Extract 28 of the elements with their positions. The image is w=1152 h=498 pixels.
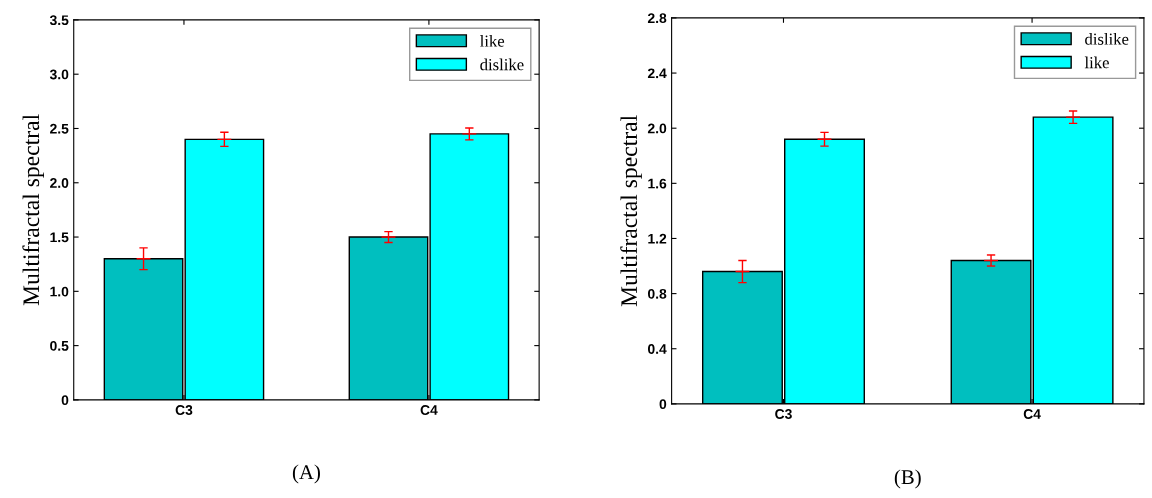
text: (A) bbox=[292, 464, 320, 484]
y-axis-title: Multifractal spectral bbox=[22, 114, 45, 306]
y-tick-label: 1.0 bbox=[50, 286, 69, 297]
y-tick-label: 0.5 bbox=[50, 340, 69, 351]
y-tick-label: 1.5 bbox=[50, 232, 69, 243]
y-tick-label: 0 bbox=[61, 395, 69, 406]
y-tick-label: 3.5 bbox=[49, 15, 69, 26]
legend-label: dislike bbox=[480, 58, 524, 71]
x-tick-label: C3 bbox=[775, 409, 792, 419]
legend-label: like bbox=[480, 35, 505, 47]
y-tick-label: 2.8 bbox=[647, 13, 667, 24]
legend-label: like bbox=[1084, 56, 1109, 69]
y-tick-label: 0 bbox=[659, 399, 667, 410]
x-tick-label: C4 bbox=[420, 405, 438, 415]
x-tick-label: C4 bbox=[1023, 409, 1041, 419]
y-tick-label: 0.8 bbox=[648, 288, 667, 299]
y-tick-label: 2.0 bbox=[50, 178, 69, 188]
y-tick-label: 2.5 bbox=[50, 123, 69, 134]
x-tick-label: C3 bbox=[175, 405, 193, 415]
y-tick-label: 1.6 bbox=[648, 178, 667, 189]
y-tick-label: 0.4 bbox=[648, 344, 667, 354]
legend-label: dislike bbox=[1085, 33, 1129, 45]
y-tick-label: 2.4 bbox=[647, 68, 667, 79]
y-tick-label: 2.0 bbox=[647, 123, 667, 134]
y-axis-title: Multifractal spectral bbox=[620, 115, 642, 307]
text: (B) bbox=[894, 469, 921, 489]
y-tick-label: 3.0 bbox=[49, 69, 69, 80]
y-tick-label: 1.2 bbox=[648, 233, 667, 244]
